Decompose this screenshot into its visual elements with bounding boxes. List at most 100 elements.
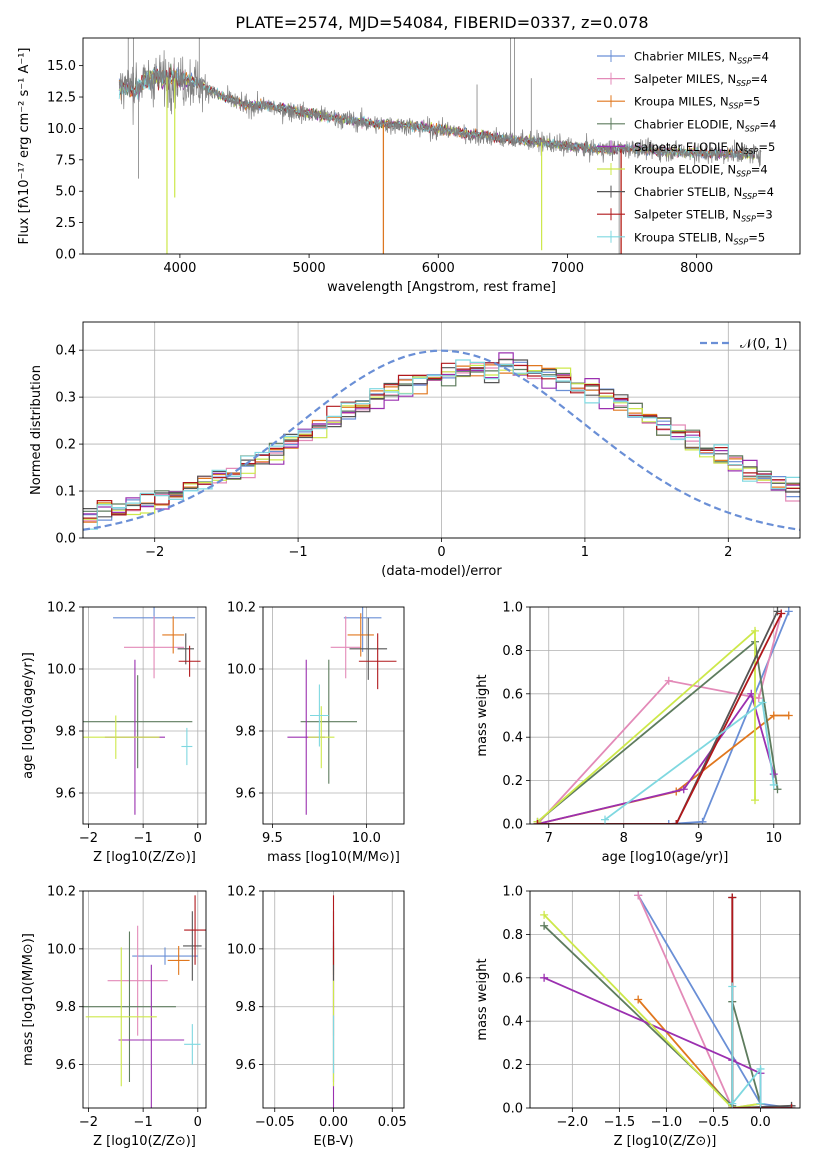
y-axis-label: mass weight xyxy=(475,958,490,1040)
weight-marker xyxy=(751,796,759,805)
panel-mass-vs-EBV: −0.05 0.00 0.05 9.6 9.8 10.0 10.2 E(B-V) xyxy=(227,885,407,1150)
weight-marker xyxy=(777,609,786,618)
x-tick-label: 2 xyxy=(724,545,732,560)
legend-label: Chabrier MILES, NSSP=4 xyxy=(634,50,769,66)
x-tick-label: 8 xyxy=(620,831,628,846)
y-tick-label: 0.8 xyxy=(502,928,523,943)
legend-entry: Chabrier ELODIE, NSSP=4 xyxy=(597,117,776,133)
x-tick-label: 0 xyxy=(437,545,445,560)
weight-marker xyxy=(756,1064,765,1073)
x-tick-label: 7 xyxy=(545,831,553,846)
weight-line xyxy=(543,976,762,1108)
legend-entry: Salpeter ELODIE, NSSP=5 xyxy=(597,140,775,156)
legend-label: Salpeter MILES, NSSP=4 xyxy=(634,72,768,88)
x-tick-label: 9 xyxy=(695,831,703,846)
weight-line xyxy=(537,714,789,824)
y-tick-label: 0.0 xyxy=(502,818,523,833)
panel-age-vs-Z: −2 −1 0 9.6 9.8 10.0 10.2 Z [log10(Z/Z⊙)] age [l… xyxy=(21,601,207,865)
y-tick-label: 0.4 xyxy=(55,344,76,359)
y-tick-label: 2.5 xyxy=(55,216,76,231)
weight-marker xyxy=(758,698,767,707)
y-tick-label: 0.3 xyxy=(55,391,76,406)
x-tick-label: −0.5 xyxy=(698,1115,730,1130)
figure-title: PLATE=2574, MJD=54084, FIBERID=0337, z=0… xyxy=(235,13,648,32)
legend-label: Salpeter STELIB, NSSP=3 xyxy=(634,208,773,224)
x-axis-label: Z [log10(Z/Z⊙)] xyxy=(93,1134,196,1149)
weight-line xyxy=(637,894,792,1108)
legend-label: 𝒩(0, 1) xyxy=(740,337,787,352)
weight-line xyxy=(731,897,792,1108)
spectrum-legend: Chabrier MILES, NSSP=4 Salpeter MILES, NS… xyxy=(597,50,776,246)
y-tick-label: 10.0 xyxy=(227,663,256,678)
y-axis-label: Flux [fλ10⁻¹⁷ erg cm⁻² s⁻¹ A⁻¹] xyxy=(17,48,32,245)
y-tick-label: 10.2 xyxy=(227,601,256,616)
y-tick-label: 9.8 xyxy=(235,725,256,740)
axes-frame xyxy=(529,890,801,1109)
plot-area xyxy=(540,891,796,1108)
y-tick-label: 0.2 xyxy=(502,774,523,789)
x-tick-label: −1 xyxy=(134,831,153,846)
weight-line xyxy=(537,610,790,824)
x-tick-label: 1 xyxy=(581,545,589,560)
weight-marker xyxy=(698,817,707,824)
y-tick-label: 5.0 xyxy=(55,185,76,200)
weight-line xyxy=(731,986,762,1107)
x-axis-label: mass [log10(M/M⊙)] xyxy=(267,850,400,865)
axes-frame xyxy=(82,321,801,539)
x-tick-label: −2 xyxy=(145,545,164,560)
x-axis-label: Z [log10(Z/Z⊙)] xyxy=(614,1134,717,1149)
x-tick-label: −1 xyxy=(289,545,308,560)
y-tick-label: 7.5 xyxy=(55,153,76,168)
legend-label: Kroupa ELODIE, NSSP=4 xyxy=(634,163,768,179)
legend-label: Salpeter ELODIE, NSSP=5 xyxy=(634,140,775,156)
y-tick-label: 0.1 xyxy=(55,485,76,500)
plot-area xyxy=(83,349,800,531)
weight-marker xyxy=(540,910,549,919)
legend-entry: Kroupa MILES, NSSP=5 xyxy=(597,95,760,111)
panel-mass-weight-vs-age: 7 8 9 10 0.0 0.2 0.4 0.6 0.8 1.0 age [log10(age/yr… xyxy=(475,601,801,865)
panel-mass-weight-vs-Z: −2.0 −1.5 −1.0 −0.5 0.0 0.0 0.2 0.4 0.6 0.8 1.0 Z [… xyxy=(475,885,801,1149)
weight-line xyxy=(537,691,775,824)
y-tick-label: 12.5 xyxy=(47,91,76,106)
weight-marker xyxy=(728,1099,737,1108)
x-tick-label: 5000 xyxy=(293,261,326,276)
x-tick-label: 10 xyxy=(765,831,782,846)
y-tick-label: 1.0 xyxy=(502,885,523,900)
x-tick-label: −2 xyxy=(79,1115,98,1130)
y-tick-label: 9.6 xyxy=(55,787,76,802)
y-tick-label: 9.6 xyxy=(235,787,256,802)
weight-marker xyxy=(751,626,759,635)
weight-line xyxy=(536,613,783,824)
weight-marker xyxy=(634,995,643,1004)
plot-area xyxy=(287,607,397,815)
y-tick-label: 10.2 xyxy=(47,885,76,900)
y-tick-label: 0.4 xyxy=(502,1015,523,1030)
x-tick-label: −0.05 xyxy=(255,1115,295,1130)
axes-frame xyxy=(82,606,207,825)
x-tick-label: −2.0 xyxy=(557,1115,589,1130)
y-tick-label: 10.0 xyxy=(47,663,76,678)
weight-line xyxy=(537,610,779,824)
y-tick-label: 10.2 xyxy=(227,885,256,900)
weight-marker xyxy=(664,676,673,685)
x-tick-label: 0.05 xyxy=(378,1115,407,1130)
weight-marker xyxy=(728,893,737,902)
x-tick-label: −1.0 xyxy=(651,1115,683,1130)
weight-marker xyxy=(679,785,688,794)
y-axis-label: age [log10(age/yr)] xyxy=(21,652,36,779)
x-axis-label: E(B-V) xyxy=(313,1134,353,1149)
plot-area xyxy=(118,38,762,254)
x-tick-label: 0 xyxy=(194,831,202,846)
x-tick-label: 0 xyxy=(194,1115,202,1130)
y-tick-label: 0.2 xyxy=(502,1058,523,1073)
axes-frame xyxy=(529,606,801,825)
weight-line xyxy=(637,998,761,1108)
weight-marker xyxy=(769,780,778,789)
plot-area xyxy=(83,607,201,815)
x-tick-label: 9.5 xyxy=(262,831,283,846)
plot-area xyxy=(83,895,206,1108)
y-tick-label: 0.6 xyxy=(502,687,523,702)
legend-entry: Kroupa STELIB, NSSP=5 xyxy=(597,230,765,246)
legend-label: Chabrier ELODIE, NSSP=4 xyxy=(634,117,776,133)
weight-marker xyxy=(601,815,609,824)
